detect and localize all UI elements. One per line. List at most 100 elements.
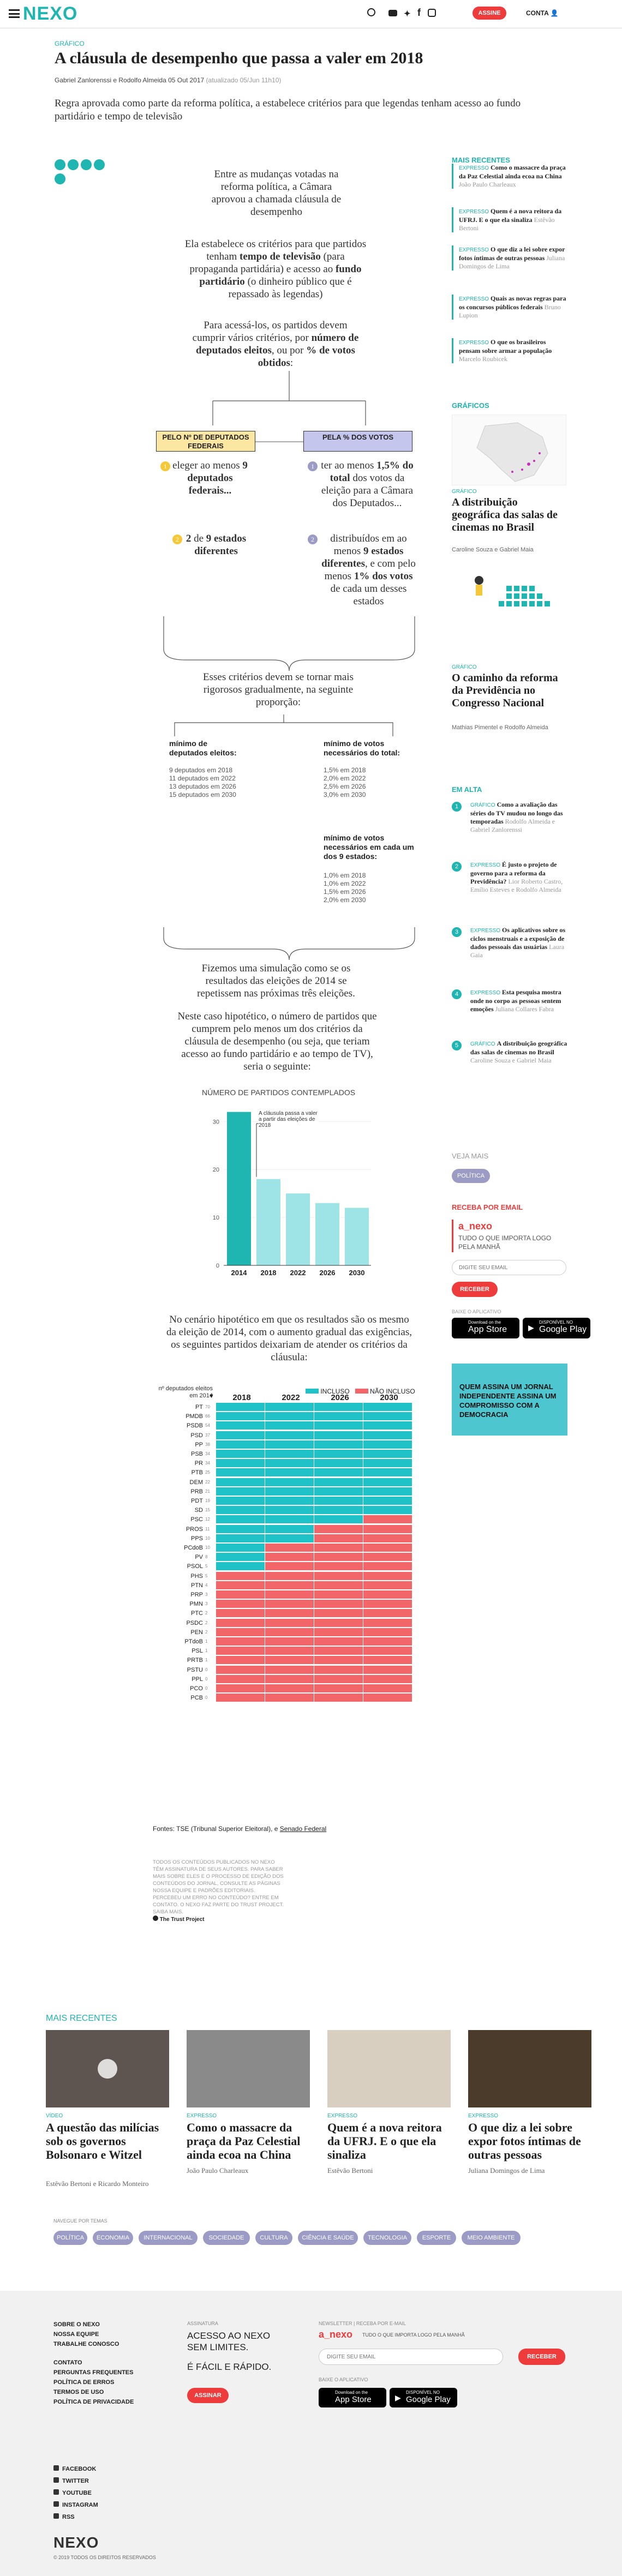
item-title[interactable]: O que diz a lei sobre expor fotos íntima…: [459, 245, 565, 262]
item-title[interactable]: Quem é a nova reitora da UFRJ. E o que e…: [459, 207, 562, 224]
subscription-promo[interactable]: QUEM ASSINA UM JORNAL INDEPENDENTE ASSIN…: [452, 1364, 567, 1436]
heatmap-cell: [314, 1628, 363, 1637]
topic-pill[interactable]: MEIO AMBIENTE: [462, 2231, 521, 2245]
senado-link[interactable]: Senado Federal: [279, 1825, 327, 1833]
trending-item[interactable]: EXPRESSO Esta pesquisa mostra onde no cor…: [465, 988, 567, 1013]
graphic-2-title[interactable]: O caminho da reforma da Previdência no C…: [452, 672, 558, 709]
footer-social-link[interactable]: INSTAGRAM: [53, 2501, 98, 2508]
appstore-button[interactable]: Download on the App Store: [452, 1318, 519, 1338]
sidebar-recent-item[interactable]: EXPRESSO Quem é a nova reitora da UFRJ. E…: [452, 207, 567, 232]
footer-link[interactable]: PERGUNTAS FREQUENTES: [53, 2369, 134, 2376]
footer-nl-submit[interactable]: RECEBER: [518, 2349, 565, 2365]
newsletter-email-input[interactable]: [452, 1260, 566, 1275]
footer-link[interactable]: NOSSA EQUIPE: [53, 2331, 99, 2338]
sidebar-recent-item[interactable]: EXPRESSO Quais as novas regras para os co…: [452, 295, 567, 320]
party-deputies: 5: [205, 1564, 208, 1569]
topic-pill[interactable]: ECONOMIA: [93, 2231, 133, 2245]
footer-link[interactable]: CONTATO: [53, 2359, 82, 2366]
graphic-thumb-map[interactable]: [452, 415, 566, 485]
topic-pill[interactable]: CULTURA: [255, 2231, 292, 2245]
share-twitter-icon[interactable]: [68, 159, 79, 170]
trending-item[interactable]: EXPRESSO Os aplicativos sobre os ciclos m…: [465, 926, 567, 959]
youtube-icon[interactable]: [388, 10, 397, 16]
graphic-thumb-pension[interactable]: [452, 564, 566, 657]
footer-subscribe-button[interactable]: ASSINAR: [187, 2388, 229, 2403]
footer-social-link[interactable]: RSS: [53, 2513, 75, 2520]
footer-link[interactable]: POLÍTICA DE ERROS: [53, 2379, 115, 2386]
party-label: PSDB: [187, 1422, 203, 1430]
recent-card-image[interactable]: [468, 2030, 591, 2107]
recent-card-title[interactable]: Como o massacre da praça da Paz Celestia…: [187, 2121, 301, 2161]
bar: [227, 1112, 251, 1265]
play-icon[interactable]: [98, 2059, 117, 2079]
heatmap-cell: [363, 1609, 412, 1618]
min-deputies-list: 9 deputados em 2018 11 deputados em 2022 1…: [169, 766, 236, 798]
criterion-votes-1: ter ao menos 1,5% do total dos votos da …: [321, 460, 414, 509]
topic-pill[interactable]: POLÍTICA: [53, 2231, 87, 2245]
share-link-icon[interactable]: [55, 173, 65, 184]
recent-card-image[interactable]: [187, 2030, 310, 2107]
footer-email-input[interactable]: [319, 2349, 503, 2365]
item-title[interactable]: Esta pesquisa mostra onde no corpo as pe…: [470, 988, 561, 1013]
recent-card-title[interactable]: O que diz a lei sobre expor fotos íntima…: [468, 2121, 581, 2161]
item-title[interactable]: Como o massacre da praça da Paz Celestia…: [459, 164, 566, 180]
heatmap-cell: [363, 1487, 412, 1496]
item-author: Juliana Domingos de Lima: [459, 254, 565, 270]
footer-link[interactable]: POLÍTICA DE PRIVACIDADE: [53, 2399, 134, 2405]
instagram-icon[interactable]: [428, 9, 436, 17]
menu-icon[interactable]: [9, 9, 20, 18]
facebook-icon[interactable]: f: [417, 7, 421, 18]
recent-card-title[interactable]: Quem é a nova reitora da UFRJ. E o que e…: [327, 2121, 442, 2161]
graphic-1-title[interactable]: A distribuição geográfica das salas de c…: [452, 496, 558, 533]
logo[interactable]: NEXO: [23, 3, 78, 24]
recent-card-author: João Paulo Charleaux: [187, 2166, 249, 2175]
share-facebook-icon[interactable]: [55, 159, 65, 170]
topic-pill[interactable]: CIÊNCIA E SAÚDE: [298, 2231, 358, 2245]
tag-politica[interactable]: POLÍTICA: [452, 1169, 490, 1183]
googleplay-button[interactable]: ▶ DISPONÍVEL NO Google Play: [523, 1318, 590, 1338]
topic-pill[interactable]: TECNOLOGIA: [363, 2231, 411, 2245]
heatmap-cell: [314, 1478, 363, 1487]
item-title[interactable]: Os aplicativos sobre os ciclos menstruai…: [470, 926, 566, 951]
footer-link[interactable]: TERMOS DE USO: [53, 2389, 104, 2395]
sidebar-recent-item[interactable]: EXPRESSO Como o massacre da praça da Paz …: [452, 164, 567, 189]
trending-item[interactable]: GRÁFICO A distribuição geográfica das sal…: [465, 1040, 567, 1065]
search-icon[interactable]: [367, 8, 375, 16]
heatmap-cell: [314, 1524, 363, 1534]
footer-link[interactable]: SOBRE O NEXO: [53, 2321, 100, 2328]
item-title[interactable]: O que os brasileiros pensam sobre armar …: [459, 338, 552, 355]
footer-googleplay[interactable]: ▶ DISPONÍVEL NO Google Play: [390, 2388, 457, 2407]
newsletter-submit-button[interactable]: RECEBER: [452, 1282, 498, 1297]
footer-appstore[interactable]: Download on the App Store: [319, 2388, 386, 2407]
footer-social-link[interactable]: YOUTUBE: [53, 2489, 92, 2496]
heatmap-cell: [314, 1403, 363, 1412]
trust-project[interactable]: The Trust Project: [153, 1916, 204, 1923]
party-deputies: 5: [205, 1573, 208, 1578]
heatmap-ylabel: nº deputados eleitos em 2014: [158, 1385, 213, 1399]
party-label: PRP: [190, 1592, 203, 1598]
twitter-icon[interactable]: ✦: [404, 10, 411, 19]
recent-card-title[interactable]: A questão das milícias sob os governos B…: [46, 2121, 159, 2161]
topic-pill[interactable]: ESPORTE: [417, 2231, 456, 2245]
footer-social-link[interactable]: TWITTER: [53, 2477, 89, 2484]
heatmap-cell: [314, 1674, 363, 1684]
item-title[interactable]: É justo o projeto de governo para a refo…: [470, 861, 557, 885]
footer-link[interactable]: TRABALHE CONOSCO: [53, 2341, 119, 2347]
sidebar-recent-item[interactable]: EXPRESSO O que diz a lei sobre expor foto…: [452, 245, 567, 271]
account-link[interactable]: CONTA 👤: [526, 9, 559, 17]
recent-card-image[interactable]: [327, 2030, 451, 2107]
sidebar-recent-item[interactable]: EXPRESSO O que os brasileiros pensam sobr…: [452, 338, 567, 363]
topic-pill[interactable]: INTERNACIONAL: [139, 2231, 198, 2245]
subscribe-button[interactable]: ASSINE: [473, 7, 506, 20]
item-title[interactable]: Como a avaliação das séries do TV mudou …: [470, 801, 563, 825]
share-email-icon[interactable]: [94, 159, 105, 170]
item-title[interactable]: Quais as novas regras para os concursos …: [459, 295, 566, 311]
item-title[interactable]: A distribuição geográfica das salas de c…: [470, 1040, 567, 1056]
share-whatsapp-icon[interactable]: [81, 159, 92, 170]
footer-social-link[interactable]: FACEBOOK: [53, 2465, 96, 2472]
footer-logo[interactable]: NEXO: [53, 2534, 99, 2551]
topic-pill[interactable]: SOCIEDADE: [203, 2231, 250, 2245]
trending-item[interactable]: EXPRESSO É justo o projeto de governo par…: [465, 861, 567, 894]
authors[interactable]: Gabriel Zanlorenssi e Rodolfo Almeida: [55, 76, 166, 84]
trending-item[interactable]: GRÁFICO Como a avaliação das séries do TV…: [465, 801, 567, 834]
